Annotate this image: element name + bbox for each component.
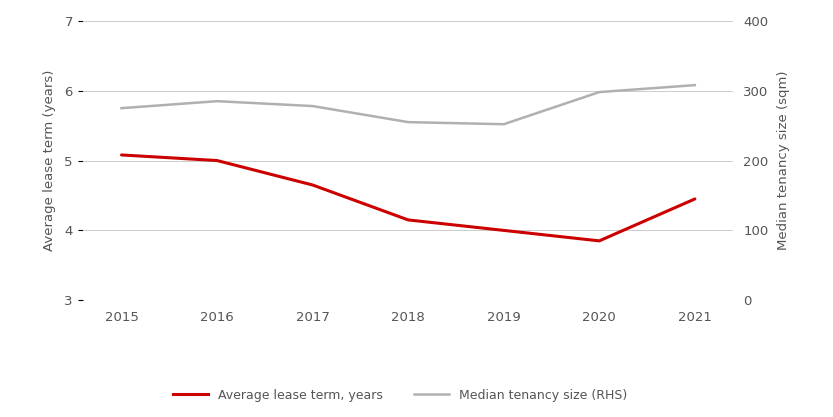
Legend: Average lease term, years, Median tenancy size (RHS): Average lease term, years, Median tenanc… <box>167 384 632 407</box>
Y-axis label: Median tenancy size (sqm): Median tenancy size (sqm) <box>777 71 790 250</box>
Y-axis label: Average lease term (years): Average lease term (years) <box>43 70 56 251</box>
